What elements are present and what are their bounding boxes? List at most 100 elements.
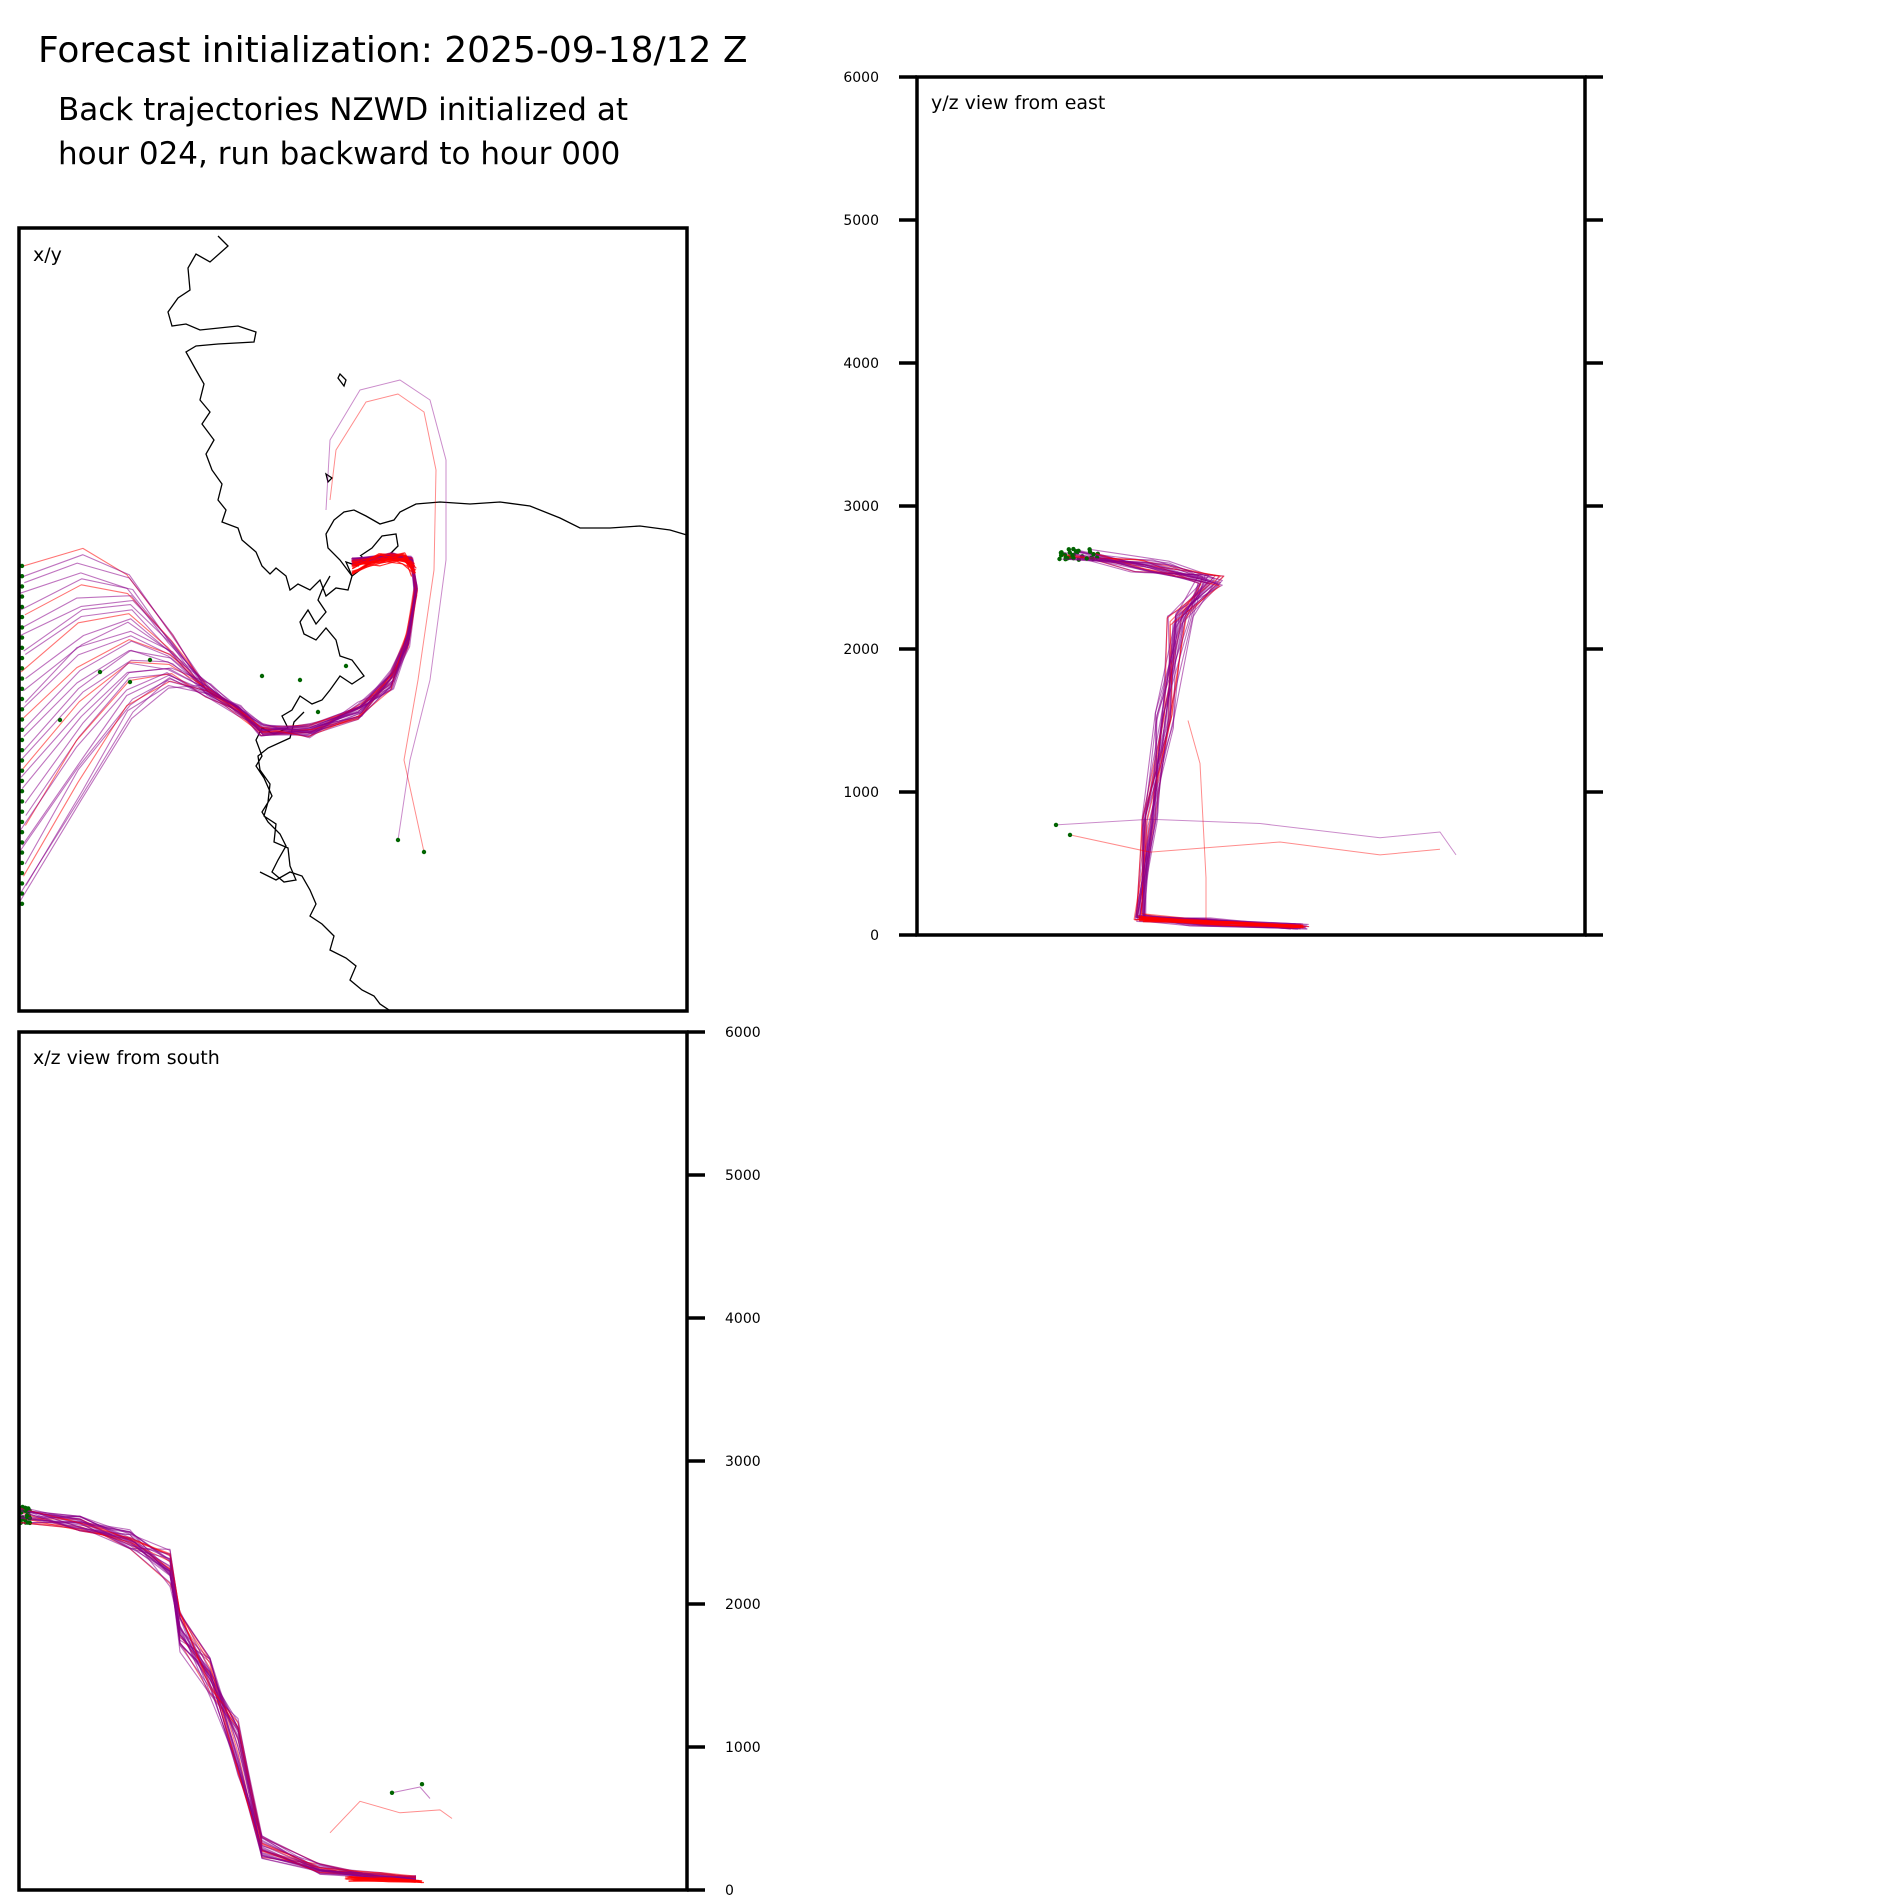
xy-endpoint-marker [19, 717, 25, 722]
yz-trajectory-line [1055, 818, 1457, 856]
xy-trajectories [19, 379, 447, 906]
xz-trajectory-line [348, 1875, 416, 1883]
y-tick-label: 0 [725, 1883, 734, 1899]
yz-endpoint-marker [1057, 556, 1062, 562]
yz-panel: y/z view from east 0 1000 2000 3000 4000 5000… [843, 70, 1603, 944]
xy-endpoint-marker [19, 819, 25, 825]
xy-endpoint-marker [127, 679, 133, 685]
xy-endpoint-marker [97, 669, 103, 675]
subtitle-line-2: hour 024, run backward to hour 000 [58, 136, 621, 172]
xz-trajectory-line [345, 1877, 417, 1882]
xy-trajectory-line [23, 556, 417, 877]
yz-axis-ticks: 0 1000 2000 3000 4000 5000 6000 [843, 70, 1603, 944]
xy-endpoint-marker [57, 717, 63, 723]
xy-endpoint-marker [297, 677, 303, 683]
xy-panel-frame [17, 226, 689, 1013]
figure-subtitle: Back trajectories NZWD initialized at ho… [58, 88, 628, 176]
xy-endpoint-marker [19, 604, 25, 610]
xy-endpoint-marker [19, 748, 25, 753]
xy-endpoint-marker [147, 657, 153, 663]
xy-endpoint-marker [19, 891, 25, 896]
yz-panel-frame [915, 75, 1587, 937]
xz-endpoint-marker [389, 1790, 395, 1796]
yz-trajectory-line [1139, 918, 1299, 928]
xz-endpoint-marker [25, 1520, 30, 1525]
coastline-peninsula [325, 501, 687, 577]
xy-endpoint-marker [19, 584, 25, 589]
figure-title: Forecast initialization: 2025-09-18/12 Z [38, 30, 748, 71]
xy-endpoint-marker [19, 789, 25, 794]
xy-endpoint-marker [19, 870, 25, 876]
subtitle-line-1: Back trajectories NZWD initialized at [58, 92, 628, 128]
yz-panel-label: y/z view from east [931, 92, 1105, 114]
y-tick-label: 4000 [725, 1311, 761, 1327]
xy-trajectory-line [351, 560, 415, 575]
xy-endpoint-marker [19, 901, 25, 906]
xy-panel-label: x/y [33, 244, 62, 266]
xy-endpoint-marker [19, 594, 25, 599]
y-tick-label: 3000 [843, 499, 879, 515]
y-tick-label: 5000 [843, 213, 879, 229]
xy-endpoint-marker [315, 709, 321, 715]
y-tick-label: 4000 [843, 356, 879, 372]
yz-trajectory-line [1059, 558, 1309, 925]
xz-trajectory-line [19, 1507, 417, 1880]
xy-endpoint-marker [19, 686, 25, 691]
xz-panel-frame [17, 1030, 689, 1892]
yz-trajectory-line [1069, 834, 1441, 856]
xz-endpoint-marker [419, 1782, 425, 1787]
xy-endpoint-marker [19, 809, 25, 814]
xy-trajectory-line [352, 559, 413, 568]
xz-panel: x/z view from south 0 1000 2000 3000 4000 500… [17, 1025, 761, 1899]
xy-endpoint-marker [19, 563, 25, 569]
yz-endpoint-marker [1053, 822, 1059, 828]
xy-trajectory-line [24, 552, 418, 826]
xy-endpoint-marker [19, 850, 25, 855]
y-tick-label: 0 [870, 928, 879, 944]
xy-trajectory-line [20, 553, 416, 893]
xy-endpoint-marker [19, 574, 25, 579]
xz-trajectory-line [19, 1509, 417, 1879]
xy-endpoint-marker [19, 635, 25, 640]
xy-endpoint-marker [343, 663, 349, 669]
xz-trajectory-line [391, 1786, 431, 1799]
xy-endpoint-marker [19, 737, 25, 743]
yz-endpoint-marker [1066, 547, 1072, 552]
xz-trajectory-line [19, 1507, 417, 1879]
y-tick-label: 2000 [725, 1597, 761, 1613]
xz-axis-ticks: 0 1000 2000 3000 4000 5000 6000 [687, 1025, 761, 1899]
yz-endpoint-marker [1071, 546, 1076, 552]
y-tick-label: 2000 [843, 642, 879, 658]
yz-endpoint-marker [1059, 550, 1064, 555]
xy-endpoint-marker [19, 840, 25, 845]
yz-endpoint-marker [1074, 549, 1079, 554]
yz-endpoint-marker [1065, 556, 1070, 561]
yz-trajectory-line [1092, 558, 1304, 925]
xy-trajectory-line [21, 556, 417, 789]
yz-trajectories [1053, 546, 1457, 930]
xy-endpoint-marker [395, 837, 401, 843]
y-tick-label: 1000 [725, 1740, 761, 1756]
xy-endpoint-marker [259, 673, 265, 679]
xz-panel-label: x/z view from south [33, 1047, 220, 1069]
yz-trajectory-line [1097, 556, 1306, 928]
xz-trajectory-line [19, 1508, 417, 1882]
xy-endpoint-marker [421, 849, 427, 855]
yz-trajectory-line [1073, 548, 1299, 930]
xy-endpoint-marker [19, 727, 25, 732]
xy-panel: x/y [17, 226, 689, 1013]
xz-trajectories [19, 1504, 453, 1884]
yz-endpoint-marker [1070, 553, 1075, 558]
coastline-islet-2 [324, 472, 334, 484]
xy-endpoint-marker [19, 655, 25, 661]
xy-endpoint-marker [19, 676, 25, 681]
xy-endpoint-marker [19, 645, 25, 650]
yz-trajectory-line [1139, 920, 1298, 929]
xy-trajectory-line [325, 379, 447, 841]
coastline-south [259, 871, 392, 1011]
xy-endpoint-marker [19, 830, 25, 835]
xy-endpoint-marker [19, 799, 25, 804]
yz-trajectory-line [1187, 720, 1207, 921]
y-tick-label: 6000 [725, 1025, 761, 1041]
